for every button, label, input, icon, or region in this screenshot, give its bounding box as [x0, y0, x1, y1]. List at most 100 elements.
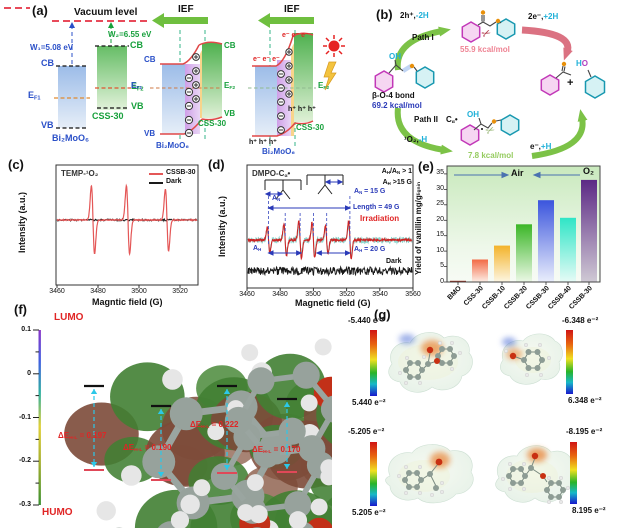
xtick: 3520	[172, 288, 188, 295]
ef1-label-j: EF1	[131, 81, 143, 92]
ytick: -0.3	[18, 501, 31, 508]
bmo-label-lit: Bi₂MoO₆	[262, 147, 295, 156]
probe-label: DMPO-Cα•	[252, 169, 291, 180]
path1-out-condition: 2e⁻,+2H	[528, 12, 559, 21]
homo-lumo-svg	[33, 329, 507, 528]
esp-pos-2: 6.348 e⁻²	[568, 396, 602, 405]
esp-pos-1: 5.440 e⁻²	[352, 398, 386, 407]
ief-label: IEF	[178, 4, 194, 15]
scissors-icon-2: ✂	[484, 124, 497, 139]
yaxis-label: Intensity (a.u.)	[17, 192, 27, 254]
vb-label-j: VB	[144, 129, 156, 138]
esp-neg-1: -5.440 e⁻²	[348, 316, 385, 325]
panel-d: (d) DMPO-Cα• AH/AN > 1 AH >15 G AN AN = …	[208, 157, 424, 315]
irradiation-label: Irradiation	[360, 214, 400, 223]
panel-a-label: (a)	[32, 3, 48, 18]
bmo-label-j: Bi₂MoO₆	[156, 141, 189, 150]
w1-label: W₁=5.08 eV	[30, 43, 74, 52]
lightning-icon	[323, 61, 337, 91]
ytick: 35	[436, 169, 444, 177]
path1-label: Path I	[412, 33, 434, 42]
yaxis-label: Intensity (a.u.)	[217, 196, 227, 258]
bar-cssb30	[538, 200, 554, 282]
band-bending-curves	[160, 41, 223, 135]
charge-circles	[184, 53, 200, 138]
esp-map-dimer	[388, 332, 473, 393]
xtick: 3540	[372, 291, 388, 298]
ef2-label-lit: EF2	[318, 81, 330, 92]
xtick: 3460	[49, 288, 65, 295]
path2-out-condition: e⁻,+H	[530, 142, 552, 151]
gap-value-3: ΔEH-L = 0.222	[190, 420, 239, 431]
yaxis-label: Yield of vanillin mg/glignin	[414, 182, 423, 275]
esp-neg-3: -5.205 e⁻²	[348, 427, 385, 436]
esp-colorbar-2	[566, 330, 573, 394]
panel-a: (a) Vacuum level W₁=5.08 eV CB EF1 VB Bi…	[0, 0, 370, 158]
bar-cssb30-o2	[581, 179, 597, 282]
ytick: 0	[440, 277, 444, 285]
length-value: Length = 49 G	[353, 204, 400, 211]
xtick: 3560	[405, 291, 421, 298]
path1-out-arrow	[521, 26, 573, 61]
probe-label: TEMP-¹O₂	[61, 169, 99, 178]
ef1-label: EF1	[28, 90, 41, 102]
xtick: 3480	[272, 291, 288, 298]
xtick: 3500	[131, 288, 147, 295]
gap-value-4: ΔEH-L = 0.170	[252, 445, 301, 456]
holes-label-2: h⁺ h⁺ h⁺	[249, 139, 277, 146]
ho-label: HO	[576, 59, 589, 68]
legend-label-cssb30: CSSB-30	[166, 169, 196, 176]
dark-trace	[247, 265, 413, 277]
bar-cssb20	[516, 224, 532, 282]
cssb30-trace	[56, 183, 198, 257]
dmpo-structure-lines	[264, 174, 344, 200]
ytick: -0.2	[18, 457, 31, 464]
ief-arrow-2	[258, 13, 314, 28]
products	[540, 61, 606, 99]
holes-label: h⁺ h⁺ h⁺	[288, 106, 316, 113]
panel-g-label: (g)	[374, 307, 391, 322]
esp-pos-3: 5.205 e⁻²	[352, 508, 386, 517]
legend-swatch-cssb30	[149, 173, 163, 175]
bmo-band-junction	[162, 64, 185, 134]
reactant-molecule	[374, 59, 435, 93]
ief-arrow	[152, 13, 208, 28]
ah-label: AH	[253, 245, 262, 253]
path2-intermediate: ✂	[460, 114, 520, 146]
legend-label-dark: Dark	[166, 178, 182, 185]
esp-pos-4: 8.195 e⁻²	[572, 506, 606, 515]
esp-colorbar-1	[370, 330, 377, 396]
esp-map-ketone-dimer	[495, 445, 576, 504]
ytick: 0	[27, 370, 31, 377]
peak-guide-lines	[268, 196, 351, 246]
esp-colorbar-3	[370, 442, 377, 506]
w2-label: W₂=6.55 eV	[108, 30, 152, 39]
vb-label-j2: VB	[224, 109, 236, 118]
bmo-band-lit	[255, 66, 277, 136]
an-value: AN = 15 G	[354, 188, 386, 196]
air-label: Air	[511, 168, 524, 178]
charge-circles-2	[277, 48, 293, 134]
css-band	[97, 46, 127, 110]
bar-bmo	[450, 280, 466, 282]
esp-map-acetophenone	[385, 444, 474, 504]
band-diagram-svg	[4, 7, 345, 148]
bmo-label: Bi₂MoO₆	[52, 133, 90, 143]
panel-c-label: (c)	[8, 157, 24, 172]
path1-intermediate: ✂	[461, 10, 516, 43]
panel-f: (f) LUMO HUMO 0.1 0 -0.1 -0.2 -0.3 ΔEH-L…	[0, 302, 507, 528]
path2-energy: 7.8 kcal/mol	[468, 151, 514, 160]
homo-levels	[84, 469, 297, 481]
bar-css30	[472, 259, 488, 282]
ah-value: AH = 20 G	[354, 246, 386, 254]
ytick: 0.1	[21, 326, 31, 333]
band-bending-curves-2	[252, 32, 314, 137]
epr-carbon-radical-svg	[246, 164, 414, 291]
o2-label: O₂	[583, 166, 594, 176]
an-arrows	[264, 179, 344, 197]
ytick: 30	[436, 184, 444, 192]
electrons-label: e⁻ e⁻ e⁻	[282, 32, 309, 39]
axis-ticks	[33, 329, 39, 506]
ief-label-2: IEF	[284, 4, 300, 15]
oh-label: OH	[389, 52, 401, 61]
